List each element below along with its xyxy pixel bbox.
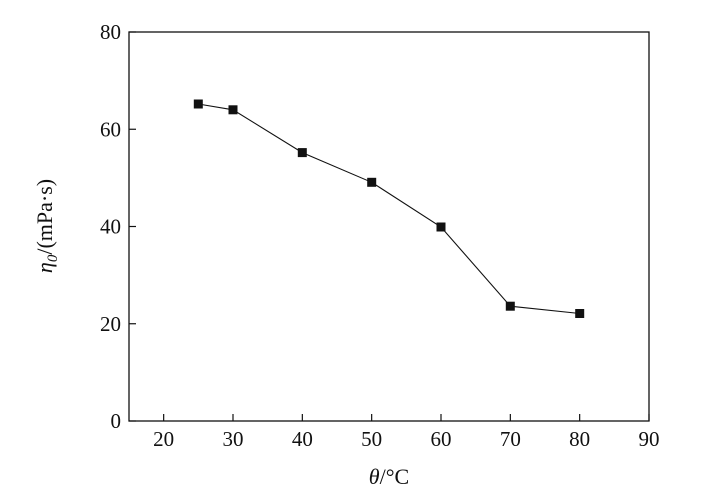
series-line	[198, 103, 580, 315]
y-axis-unit: /(mPa·s)	[32, 179, 57, 255]
x-tick-label: 40	[292, 427, 313, 451]
x-tick-label: 70	[500, 427, 521, 451]
data-point	[367, 177, 377, 187]
y-axis-subscript: 0	[45, 254, 61, 262]
data-point	[436, 222, 446, 232]
data-point	[193, 99, 203, 109]
y-axis-label: η0/(mPa·s)	[32, 179, 61, 273]
data-point	[297, 148, 307, 158]
y-axis-ticks: 0 20 40 60 80	[100, 20, 136, 433]
x-tick-label: 90	[639, 427, 660, 451]
x-axis-symbol: θ	[369, 464, 380, 489]
x-tick-label: 80	[569, 427, 590, 451]
y-tick-label: 40	[100, 215, 121, 239]
x-tick-label: 30	[223, 427, 244, 451]
series-layer	[193, 99, 585, 318]
y-axis-symbol: η	[32, 262, 57, 273]
x-axis-unit: /°C	[380, 464, 410, 489]
y-tick-label: 20	[100, 312, 121, 336]
plot-frame	[128, 31, 650, 422]
data-point	[575, 309, 585, 318]
x-axis-label: θ/°C	[369, 464, 409, 489]
x-tick-label: 60	[431, 427, 452, 451]
data-point	[505, 301, 515, 311]
y-tick-label: 0	[111, 409, 122, 433]
x-axis-ticks: 20 30 40 50 60 70 80 90	[153, 414, 660, 451]
data-point	[228, 105, 238, 115]
x-tick-label: 20	[153, 427, 174, 451]
x-tick-label: 50	[361, 427, 382, 451]
y-tick-label: 60	[100, 117, 121, 141]
y-tick-label: 80	[100, 20, 121, 44]
